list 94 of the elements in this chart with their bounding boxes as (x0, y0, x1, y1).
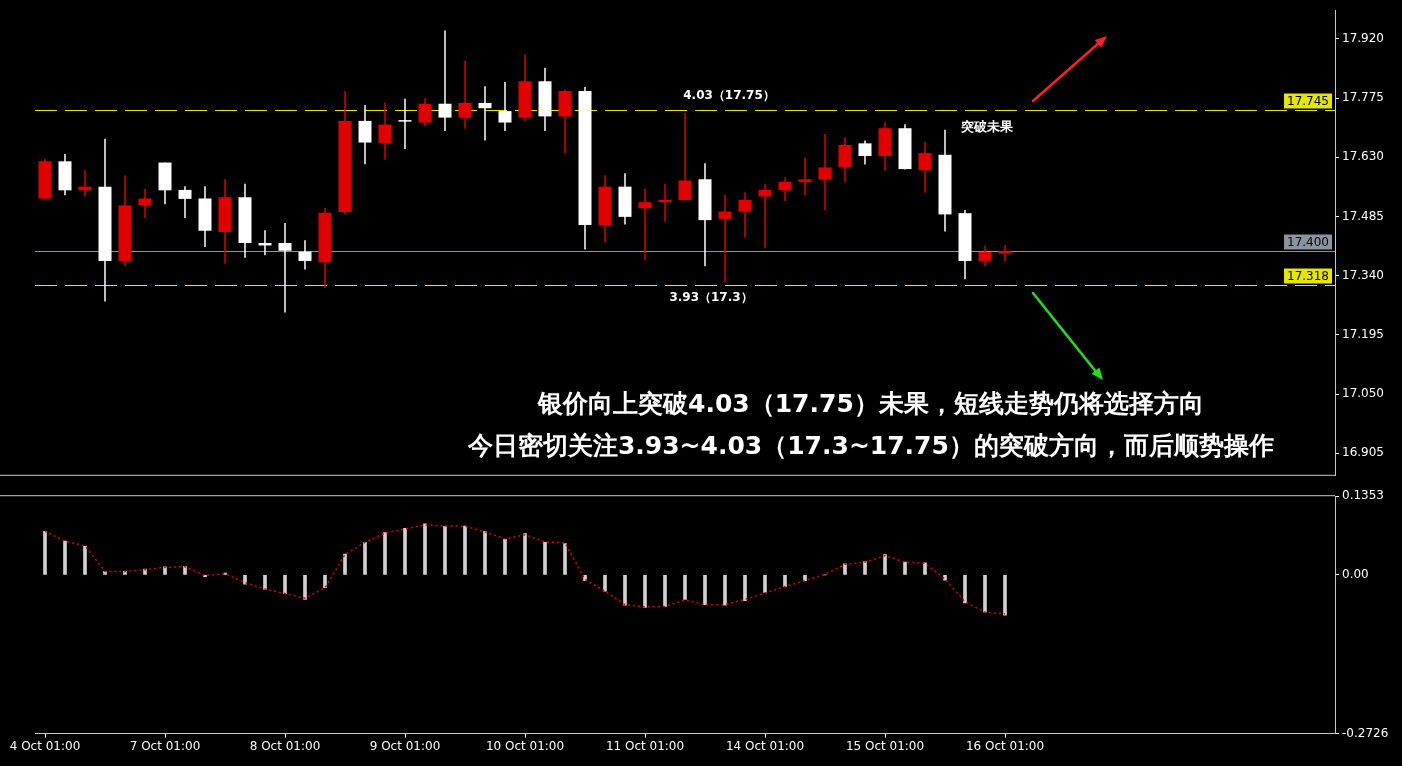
bar (143, 568, 147, 575)
candlestick (138, 188, 152, 219)
x-tick-label: 8 Oct 01:00 (249, 738, 321, 753)
bar (263, 575, 267, 590)
candlestick (678, 112, 692, 201)
bar (323, 575, 327, 589)
y-tick-label: 17.050 (1342, 386, 1384, 401)
bar (963, 575, 967, 604)
bar (303, 575, 307, 600)
ref-line-label: 17.400 (1287, 234, 1330, 249)
candlestick (818, 133, 832, 211)
bar (863, 561, 867, 575)
y-tick-label: 17.630 (1342, 149, 1384, 164)
bar (783, 575, 787, 587)
bar (543, 542, 547, 575)
candlestick (858, 139, 872, 166)
bar (643, 575, 647, 608)
x-tick-label: 4 Oct 01:00 (9, 738, 81, 753)
x-tick-label: 15 Oct 01:00 (845, 738, 925, 753)
bar (563, 543, 567, 575)
candlestick (438, 29, 452, 132)
x-tick-label: 11 Oct 01:00 (605, 738, 685, 753)
candlestick (638, 187, 652, 261)
y-tick-label: 16.905 (1342, 445, 1384, 460)
bar (883, 554, 887, 575)
bar (983, 575, 987, 613)
ref-line-label: 17.745 (1287, 93, 1330, 108)
ref-line-label: 17.318 (1287, 268, 1330, 283)
candlestick (718, 194, 732, 284)
bar (603, 575, 607, 592)
bar (243, 575, 247, 585)
candlestick (978, 245, 992, 268)
bar (663, 575, 667, 607)
y-tick-label: 0.00 (1342, 567, 1369, 582)
candlestick (298, 239, 312, 271)
bar (163, 566, 167, 575)
bar (903, 561, 907, 575)
y-tick-label: 17.195 (1342, 327, 1384, 342)
bar (743, 575, 747, 601)
bar (703, 575, 707, 605)
y-tick-label: 17.485 (1342, 208, 1384, 223)
bar (923, 562, 927, 575)
y-tick-label: 17.920 (1342, 30, 1384, 45)
bar (1003, 575, 1007, 616)
bar (763, 575, 767, 593)
bar (423, 523, 427, 575)
annotation: 突破未果 (960, 119, 1014, 135)
candlestick (478, 85, 492, 142)
candlestick (418, 97, 432, 127)
bar (803, 575, 807, 582)
bar (623, 575, 627, 606)
annotation: 3.93（17.3） (669, 289, 753, 304)
candlestick (738, 191, 752, 239)
bar (343, 553, 347, 575)
bar (503, 539, 507, 575)
x-tick-label: 9 Oct 01:00 (369, 738, 441, 753)
y-tick-label: 17.340 (1342, 267, 1384, 282)
bar (383, 532, 387, 575)
annotation: 4.03（17.75） (683, 88, 775, 103)
candlestick (358, 104, 372, 165)
bar (83, 546, 87, 575)
candlestick (498, 81, 512, 132)
bar (723, 575, 727, 606)
candlestick (838, 136, 852, 183)
bar (283, 575, 287, 594)
candlestick (798, 156, 812, 196)
bar (483, 530, 487, 575)
annotation: 银价向上突破4.03（17.75）未果，短线走势仍将选择方向 (537, 388, 1204, 418)
candlestick (458, 59, 472, 130)
bar (523, 533, 527, 575)
bar (683, 575, 687, 600)
x-tick-label: 7 Oct 01:00 (129, 738, 201, 753)
candlestick (918, 141, 932, 194)
candlestick (278, 222, 292, 314)
candlestick (998, 244, 1012, 263)
candlestick (398, 98, 412, 150)
annotation: 今日密切关注3.93~4.03（17.3~17.75）的突破方向，而后顺势操作 (466, 431, 1274, 461)
candlestick (758, 183, 772, 249)
bar (43, 530, 47, 575)
x-tick-label: 16 Oct 01:00 (965, 738, 1045, 753)
bar (443, 526, 447, 575)
bar (403, 528, 407, 575)
line-series (44, 524, 1006, 615)
bar (63, 540, 67, 575)
candlestick (378, 101, 392, 161)
candlestick (778, 176, 792, 203)
candlestick (178, 185, 192, 219)
x-tick-label: 10 Oct 01:00 (485, 738, 565, 753)
bar (363, 542, 367, 575)
y-tick-label: 0.1353 (1342, 488, 1384, 503)
y-tick-label: 17.775 (1342, 90, 1384, 105)
y-tick-label: -0.2726 (1342, 725, 1389, 740)
bar (463, 525, 467, 575)
x-tick-label: 14 Oct 01:00 (725, 738, 805, 753)
